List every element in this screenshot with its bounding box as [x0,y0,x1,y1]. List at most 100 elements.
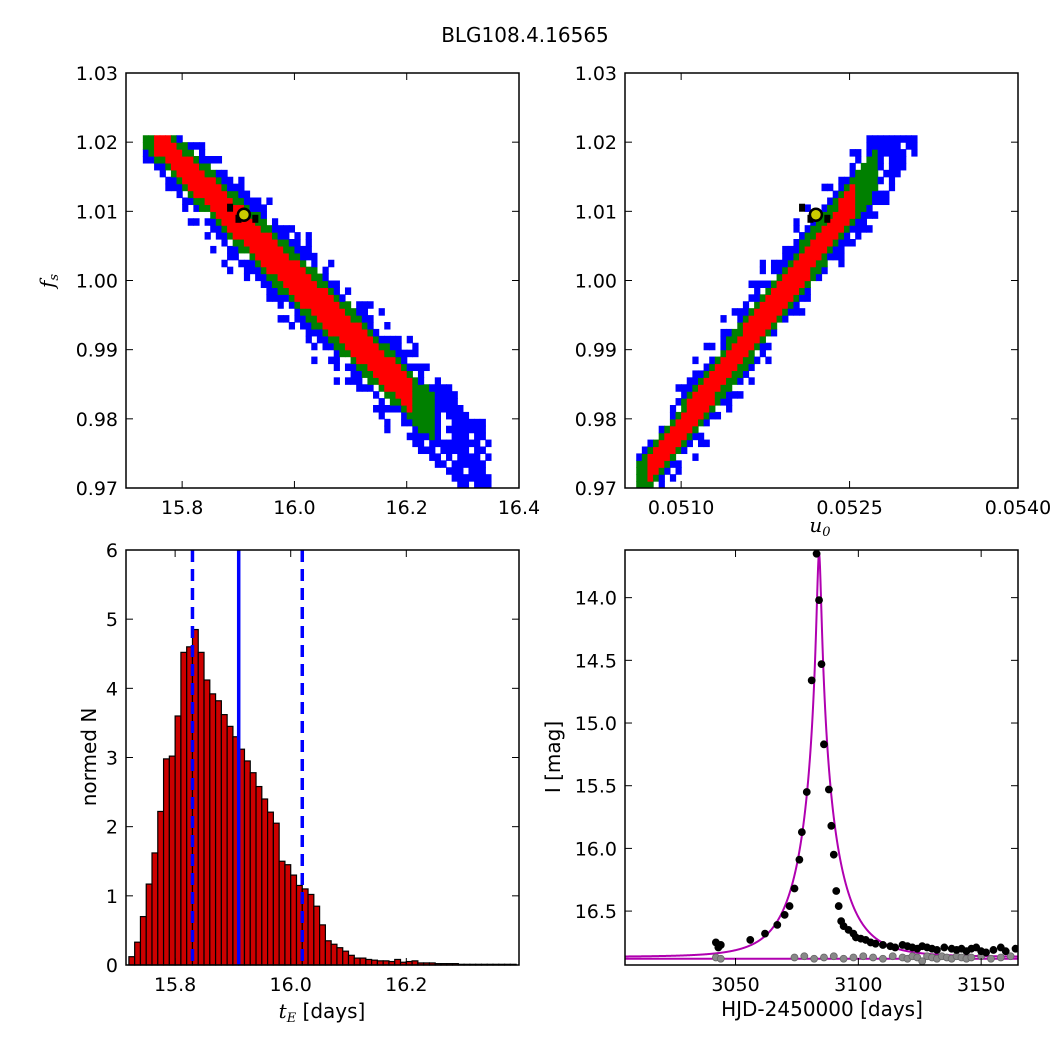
heatmap-cell [457,418,464,427]
heatmap-cell [770,259,778,268]
heatmap-cell [810,225,817,233]
heatmap-cells [636,135,918,488]
histogram-bar [249,772,257,966]
heatmap-cell [182,156,189,164]
heatmap-cell [838,225,845,233]
heatmap-cell [641,446,649,455]
x-tick-label: 16.0 [273,497,315,519]
heatmap-cell [159,162,166,171]
heatmap-cell [782,294,789,302]
y-axis-label-sub: s [47,274,62,281]
heatmap-cell [159,169,166,178]
heatmap-cell [412,377,419,385]
heatmap-cell [849,204,856,212]
axes-frame [624,549,1019,966]
heatmap-cell [770,328,778,337]
heatmap-cell [877,149,884,157]
heatmap-cell [193,218,200,226]
heatmap-cell [664,432,671,441]
heatmap-cell [322,280,329,289]
heatmap-cell [373,335,380,344]
heatmap-cell [165,156,172,164]
heatmap-cell [227,252,234,261]
heatmap-cell [860,176,868,185]
heatmap-cell [697,398,705,406]
heatmap-cell [373,363,380,372]
heatmap-cell [344,342,352,351]
heatmap-cell [260,280,267,289]
heatmap-cell [697,418,705,427]
heatmap-cell [165,183,172,192]
heatmap-cell [406,391,413,399]
heatmap-cell [361,301,369,309]
heatmap-cell [675,384,682,392]
heatmap-cell [451,405,458,413]
heatmap-cell [748,349,755,358]
heatmap-cell [692,425,699,434]
heatmap-cell [737,328,744,337]
heatmap-cell [300,259,307,268]
data-point-secondary [800,952,809,961]
heatmap-cell [720,391,727,399]
heatmap-cell [434,432,441,441]
heatmap-cell [423,405,430,413]
heatmap-cell [361,308,369,316]
heatmap-cell [872,162,879,171]
heatmap-cell [204,197,211,206]
heatmap-cell [731,349,738,358]
heatmap-cell [799,280,806,289]
heatmap-cell [344,322,352,330]
heatmap-cell [367,363,374,372]
heatmap-cell [210,197,217,206]
heatmap-cell [759,266,766,275]
heatmap-cell [860,169,868,178]
heatmap-cell [446,405,453,413]
heatmap-cell [446,398,453,406]
heatmap-cell [686,398,693,406]
heatmap-cell [176,162,183,171]
heatmap-cell [776,266,783,275]
heatmap-cell [429,398,436,406]
heatmap-cell [681,439,688,448]
heatmap-cell [446,425,453,434]
heatmap-cell [451,398,458,406]
data-point [827,821,836,830]
heatmap-cell [266,232,273,240]
heatmap-cell [384,370,391,378]
data-point [871,939,880,948]
heatmap-cell [401,405,408,413]
heatmap-cell [266,197,273,206]
heatmap-cell [204,232,211,240]
heatmap-cell [187,190,194,199]
model-curve [625,553,1018,958]
heatmap-cell [485,453,492,461]
heatmap-cell [770,308,778,316]
heatmap-cell [479,432,486,441]
heatmap-cell [215,169,223,178]
heatmap-cell [187,149,194,157]
heatmap-cell [474,467,481,475]
heatmap-cell [384,405,391,413]
heatmap-cell [793,218,800,226]
heatmap-cell [765,308,772,316]
heatmap-cell [726,370,733,378]
heatmap-cell [855,149,862,157]
heatmap-cell [883,169,890,178]
heatmap-cell [344,315,352,323]
heatmap-cell [198,197,206,206]
heatmap-cell [759,335,766,344]
heatmap-cell [294,287,301,295]
histogram-bar [313,905,321,966]
heatmap-cell [754,287,761,295]
y-tick-label: 16.0 [575,838,617,860]
heatmap-cell [170,169,178,178]
heatmap-cell [440,391,447,399]
heatmap-cell [221,204,228,212]
heatmap-cell [227,232,234,240]
heatmap-cell [877,135,884,143]
heatmap-cell [356,308,363,316]
heatmap-cell [658,474,665,482]
heatmap-cell [232,225,239,233]
heatmap-cell [384,418,391,427]
heatmap-cell [215,204,223,212]
